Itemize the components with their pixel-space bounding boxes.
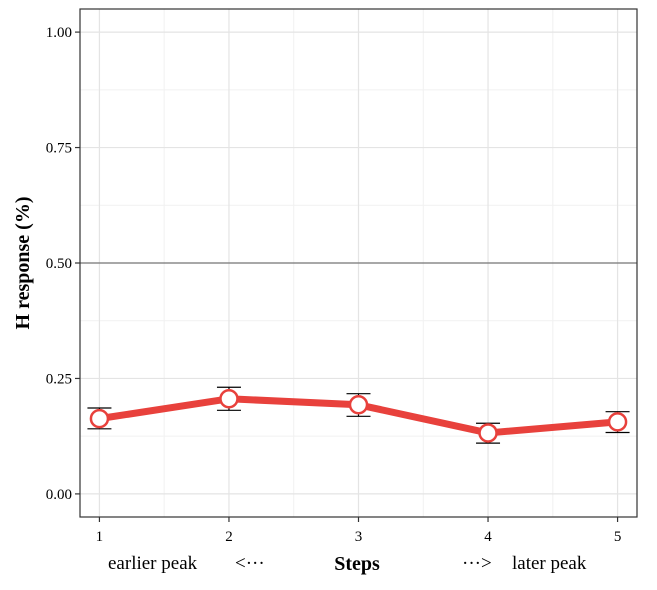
y-axis-title: H response (%)	[12, 197, 34, 330]
series-layer	[87, 386, 630, 444]
x-left-arrow: <···	[235, 553, 265, 574]
y-tick-label: 0.00	[46, 487, 72, 503]
x-right-arrow: ···>	[462, 553, 492, 574]
data-point	[607, 412, 628, 432]
x-axis-title: Steps	[334, 553, 380, 575]
y-tick-label: 0.50	[46, 256, 72, 272]
x-tick-label: 2	[225, 529, 233, 545]
axis-ticks: 0.00 0.25 0.50 0.75 1.00 1 2 3 4 5	[46, 25, 622, 545]
x-tick-label: 3	[355, 529, 363, 545]
data-point	[89, 408, 110, 429]
x-tick-label: 5	[614, 529, 622, 545]
x-left-note: earlier peak	[108, 553, 198, 574]
x-tick-label: 4	[484, 529, 492, 545]
y-tick-label: 0.75	[46, 141, 72, 157]
x-tick-label: 1	[96, 529, 104, 545]
y-tick-label: 0.25	[46, 371, 72, 387]
y-tick-label: 1.00	[46, 25, 72, 41]
data-point	[348, 395, 369, 415]
x-right-note: later peak	[512, 553, 587, 574]
data-point	[219, 389, 239, 409]
data-point	[478, 423, 498, 443]
